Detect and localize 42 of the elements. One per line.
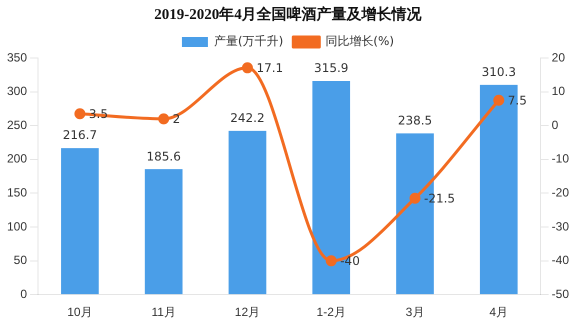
legend-label: 产量(万千升) (214, 34, 284, 48)
data-label: -40 (340, 254, 360, 268)
data-label: 216.7 (62, 128, 98, 142)
y-tick-label: 150 (6, 186, 28, 200)
y-tick-label: 200 (6, 152, 28, 166)
bar (144, 169, 183, 294)
x-tick-label: 12月 (234, 305, 260, 320)
y2-tick-label: 10 (552, 84, 566, 98)
point (242, 62, 253, 74)
bar (61, 148, 99, 294)
data-label: 310.3 (482, 64, 516, 79)
y-tick-label: 300 (6, 84, 28, 98)
y-tick-label: 250 (6, 118, 28, 132)
point (326, 255, 337, 266)
y2-tick-label: -30 (552, 219, 570, 234)
data-label: 315.9 (314, 61, 348, 76)
x-tick-label: 10月 (67, 305, 93, 320)
data-label: 238.5 (398, 114, 432, 128)
y2-tick-label: -10 (552, 152, 570, 166)
y2-tick-label: -40 (552, 253, 570, 268)
data-label: 242.2 (230, 111, 265, 125)
data-label: 17.1 (256, 60, 284, 75)
point (410, 192, 420, 204)
y2-tick-label: -50 (552, 286, 570, 301)
y2-tick-label: 20 (552, 50, 566, 64)
point (74, 108, 86, 120)
x-tick-label: 1-2月 (316, 305, 346, 320)
legend-label: 同比增长(%) (325, 34, 394, 48)
y-tick-label: 50 (14, 253, 28, 268)
y2-tick-label: 0 (552, 118, 559, 132)
y-tick-label: 0 (20, 286, 28, 301)
data-label: 185.6 (146, 149, 181, 164)
point (493, 94, 504, 106)
point (158, 113, 170, 124)
bar (228, 130, 266, 294)
x-tick-label: 4月 (489, 305, 508, 320)
y-tick-label: 350 (6, 50, 28, 64)
chart-title: 2019-2020年4月全国啤酒产量及增长情况 (154, 6, 423, 23)
y2-tick-label: -20 (552, 186, 570, 200)
x-tick-label: 3月 (406, 305, 424, 320)
y-tick-label: 100 (6, 219, 28, 234)
x-tick-label: 11月 (151, 305, 176, 320)
